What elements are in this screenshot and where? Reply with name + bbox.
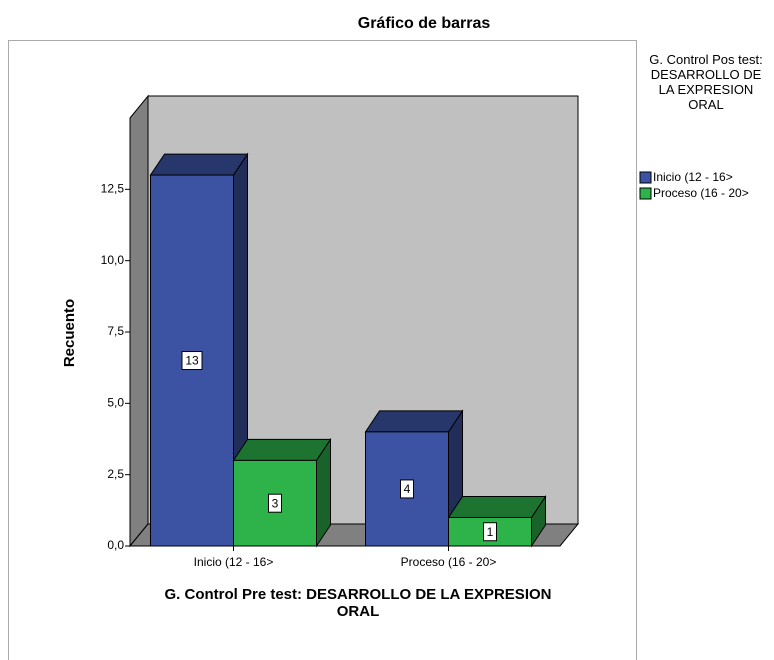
value-label-box xyxy=(181,351,203,371)
y-tick-label: 7,5 xyxy=(107,324,124,338)
legend-label: Proceso (16 - 20> xyxy=(653,186,749,200)
y-tick-label: 10,0 xyxy=(101,253,125,267)
y-tick-label: 5,0 xyxy=(107,396,124,410)
value-label-box xyxy=(483,522,497,542)
value-label-box xyxy=(400,479,414,499)
legend-label: Inicio (12 - 16> xyxy=(653,170,733,184)
bar-top xyxy=(149,153,249,176)
value-label: 1 xyxy=(487,525,494,539)
value-label: 4 xyxy=(404,482,411,496)
y-axis-label: Recuento xyxy=(61,299,78,367)
bar-top xyxy=(232,438,332,461)
y-tick-label: 12,5 xyxy=(101,182,125,196)
bar-top xyxy=(364,410,464,433)
x-axis-label: G. Control Pre test: DESARROLLO DE LA EX… xyxy=(164,586,552,620)
value-label-box xyxy=(268,493,282,513)
legend-title: G. Control Pos test: DESARROLLO DE LA EX… xyxy=(649,52,763,112)
x-tick-label: Proceso (16 - 20> xyxy=(401,555,497,569)
x-tick-label: Inicio (12 - 16> xyxy=(194,555,274,569)
chart-title: Gráfico de barras xyxy=(358,15,491,32)
legend-swatch xyxy=(639,171,652,184)
legend-swatch xyxy=(639,187,652,200)
left-wall xyxy=(129,94,149,548)
value-label: 13 xyxy=(185,354,199,368)
value-label: 3 xyxy=(272,496,279,510)
y-tick-label: 0,0 xyxy=(107,538,124,552)
y-tick-label: 2,5 xyxy=(107,467,124,481)
bar-top xyxy=(447,495,547,518)
